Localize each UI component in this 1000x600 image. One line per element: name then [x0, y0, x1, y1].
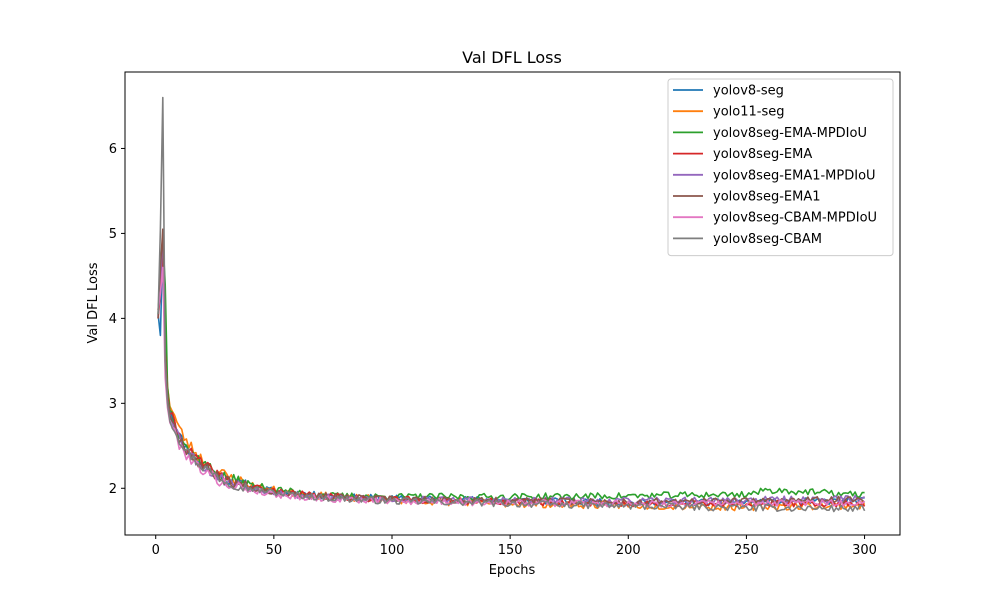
legend-entry-label: yolov8seg-CBAM — [713, 232, 822, 247]
y-tick-label: 6 — [109, 142, 117, 157]
x-axis-title: Epochs — [489, 563, 536, 578]
y-tick-label: 5 — [109, 227, 117, 242]
x-tick-label: 200 — [616, 543, 641, 558]
y-axis-title: Val DFL Loss — [86, 262, 101, 343]
y-tick-label: 4 — [109, 312, 117, 327]
x-axis-ticks: 0 50 100 150 200 250 300 — [152, 535, 877, 558]
plot-frame — [124, 71, 901, 536]
legend-entry-label: yolov8seg-EMA — [713, 147, 812, 162]
legend-entry-label: yolov8seg-CBAM-MPDIoU — [713, 211, 877, 226]
legend: yolov8-seg yolo11-seg yolov8seg-EMA-MPDIoU… — [667, 78, 894, 257]
y-tick-label: 2 — [109, 482, 117, 497]
series-lines — [157, 96, 866, 513]
x-tick-label: 300 — [852, 543, 877, 558]
x-tick-label: 100 — [380, 543, 405, 558]
x-tick-label: 50 — [266, 543, 283, 558]
chart-title: Val DFL Loss — [462, 48, 562, 67]
x-tick-label: 250 — [734, 543, 759, 558]
legend-entry-label: yolov8seg-EMA-MPDIoU — [713, 126, 867, 141]
x-tick-label: 0 — [152, 543, 160, 558]
legend-entry-label: yolov8seg-EMA1 — [713, 190, 821, 205]
legend-entry-label: yolov8seg-EMA1-MPDIoU — [713, 168, 876, 183]
legend-entry-label: yolo11-seg — [713, 105, 784, 120]
y-tick-label: 3 — [109, 397, 117, 412]
series-line — [157, 96, 866, 513]
legend-entry-label: yolov8-seg — [713, 84, 784, 99]
y-axis-ticks: 2 3 4 5 6 — [109, 142, 125, 497]
x-tick-label: 150 — [498, 543, 523, 558]
legend-box — [667, 78, 894, 257]
